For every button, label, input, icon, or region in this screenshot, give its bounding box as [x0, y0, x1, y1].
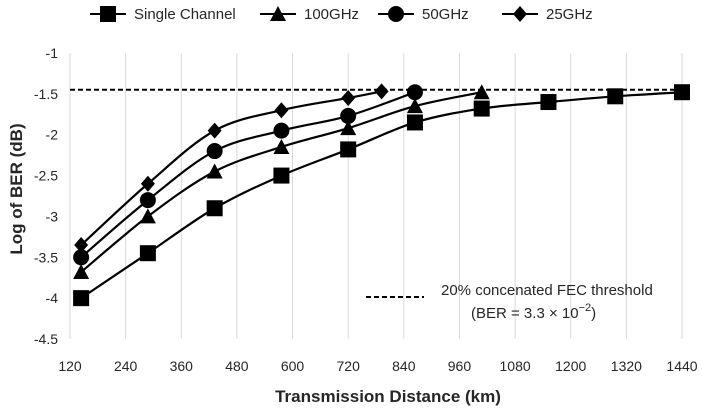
- data-point: [340, 141, 357, 158]
- data-point: [406, 114, 423, 131]
- y-tick-labels: -1 -1.5 -2 -2.5 -3 -3.5 -4 -4.5: [34, 45, 58, 347]
- y-axis-label: Log of BER (dB): [7, 123, 26, 254]
- series-circle: [73, 84, 423, 266]
- data-point: [406, 98, 423, 114]
- legend-label: 25GHz: [546, 6, 593, 23]
- series-line: [80, 90, 382, 246]
- data-point: [607, 88, 624, 105]
- data-point: [206, 200, 223, 217]
- series-triangle: [73, 84, 490, 279]
- legend-label: 50GHz: [422, 6, 469, 23]
- x-tick-label: 1440: [666, 358, 697, 374]
- x-tick-label: 1080: [500, 358, 531, 374]
- series-line: [80, 91, 683, 300]
- data-point: [140, 175, 155, 192]
- x-tick-label: 1320: [611, 358, 642, 374]
- y-tick-label: -2.5: [34, 168, 58, 184]
- threshold-note: 20% concenated FEC threshold (BER = 3.3 …: [366, 282, 653, 322]
- series-square: [73, 84, 690, 307]
- x-axis-label: Transmission Distance (km): [275, 387, 501, 406]
- threshold-ber-suffix: ): [591, 305, 596, 322]
- threshold-ber-exponent: −2: [579, 302, 592, 314]
- y-tick-label: -3.5: [34, 249, 58, 265]
- data-point: [406, 84, 423, 101]
- x-tick-label: 240: [114, 358, 138, 374]
- data-point: [139, 208, 156, 224]
- data-point: [74, 237, 89, 254]
- legend-marker: [388, 6, 404, 22]
- x-tick-labels: 120 240 360 480 600 720 840 960 1080 1200 1320 1440: [58, 358, 697, 374]
- y-tick-label: -4.5: [34, 331, 58, 347]
- legend-marker: [513, 6, 527, 22]
- data-point: [341, 89, 356, 106]
- x-tick-label: 480: [225, 358, 249, 374]
- threshold-label-line2: (BER = 3.3 × 10−2): [471, 302, 596, 322]
- data-point: [340, 107, 357, 124]
- legend-label: Single Channel: [134, 6, 236, 23]
- y-tick-label: -3: [46, 208, 59, 224]
- series-group: [73, 83, 690, 307]
- legend-marker: [270, 6, 286, 21]
- y-tick-label: -1.5: [34, 86, 58, 102]
- data-point: [674, 84, 690, 101]
- legend-item: Single Channel: [90, 6, 236, 23]
- legend-item: 50GHz: [378, 6, 469, 23]
- threshold-ber-prefix: (BER = 3.3 × 10: [471, 305, 579, 322]
- legend-marker: [100, 6, 116, 22]
- series-diamond: [74, 83, 389, 254]
- data-point: [273, 122, 290, 139]
- data-point: [206, 143, 223, 160]
- data-point: [273, 167, 290, 184]
- x-tick-label: 360: [170, 358, 194, 374]
- legend-item: 100GHz: [260, 6, 359, 23]
- data-point: [340, 120, 357, 136]
- data-point: [540, 94, 557, 111]
- x-tick-label: 120: [58, 358, 82, 374]
- y-tick-label: -4: [46, 290, 59, 306]
- data-point: [273, 138, 290, 154]
- data-point: [73, 263, 90, 279]
- x-tick-label: 960: [448, 358, 472, 374]
- x-tick-label: 1200: [555, 358, 586, 374]
- data-point: [139, 245, 156, 262]
- data-point: [73, 249, 90, 266]
- y-tick-label: -1: [46, 45, 59, 61]
- y-tick-label: -2: [46, 127, 59, 143]
- data-point: [207, 122, 222, 139]
- data-point: [473, 84, 490, 100]
- data-point: [374, 83, 389, 100]
- data-point: [139, 192, 156, 209]
- x-tick-label: 600: [281, 358, 305, 374]
- data-point: [206, 163, 223, 179]
- legend-item: 25GHz: [502, 6, 593, 23]
- x-tick-label: 840: [392, 358, 416, 374]
- data-point: [473, 100, 490, 117]
- threshold-label-line1: 20% concenated FEC threshold: [441, 282, 653, 299]
- data-point: [73, 290, 90, 307]
- legend-label: 100GHz: [304, 6, 359, 23]
- x-tick-label: 720: [337, 358, 361, 374]
- data-point: [274, 102, 289, 119]
- legend: Single Channel 100GHz 50GHz 25GHz: [90, 6, 593, 23]
